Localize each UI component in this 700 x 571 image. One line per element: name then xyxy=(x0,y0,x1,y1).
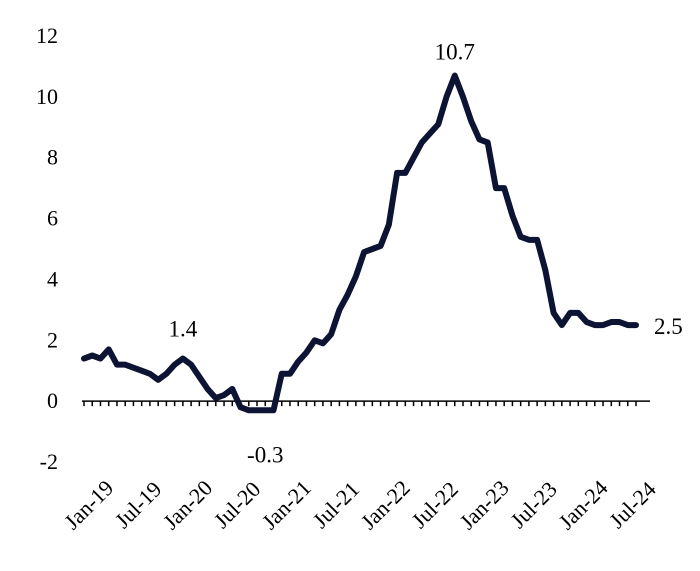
x-tick-label: Jul-23 xyxy=(505,476,562,533)
x-tick-label: Jul-22 xyxy=(406,476,463,533)
x-axis-tick-labels: Jan-19Jul-19Jan-20Jul-20Jan-21Jul-21Jan-… xyxy=(59,475,661,534)
y-tick-label: 2 xyxy=(47,327,58,352)
y-tick-label: 10 xyxy=(36,84,58,109)
series-group xyxy=(81,72,639,414)
x-tick-label: Jan-19 xyxy=(59,475,118,534)
data-label: -0.3 xyxy=(247,442,283,467)
x-tick-label: Jan-20 xyxy=(158,475,217,534)
x-tick-label: Jan-21 xyxy=(257,475,316,534)
y-tick-label: 8 xyxy=(47,145,58,170)
y-tick-label: 0 xyxy=(47,388,58,413)
data-labels: 1.4 -0.3 10.7 2.5 xyxy=(168,40,682,468)
x-tick-label: Jan-24 xyxy=(553,475,612,534)
data-label: 10.7 xyxy=(435,40,475,65)
x-tick-label: Jul-24 xyxy=(604,476,661,533)
x-tick-label: Jul-19 xyxy=(110,476,167,533)
x-tick-label: Jul-21 xyxy=(308,476,365,533)
x-tick-label: Jan-22 xyxy=(356,475,415,534)
data-label: 1.4 xyxy=(168,317,197,342)
y-tick-label: 4 xyxy=(47,266,58,291)
series-line xyxy=(81,72,639,414)
y-tick-label: 6 xyxy=(47,206,58,231)
data-label: 2.5 xyxy=(654,314,683,339)
y-axis-tick-labels: -2 0 2 4 6 8 10 12 xyxy=(36,23,58,474)
y-tick-label: -2 xyxy=(40,449,58,474)
y-tick-label: 12 xyxy=(36,23,58,48)
x-tick-label: Jan-23 xyxy=(455,475,514,534)
x-axis-tick-marks xyxy=(83,401,637,407)
x-tick-label: Jul-20 xyxy=(209,476,266,533)
